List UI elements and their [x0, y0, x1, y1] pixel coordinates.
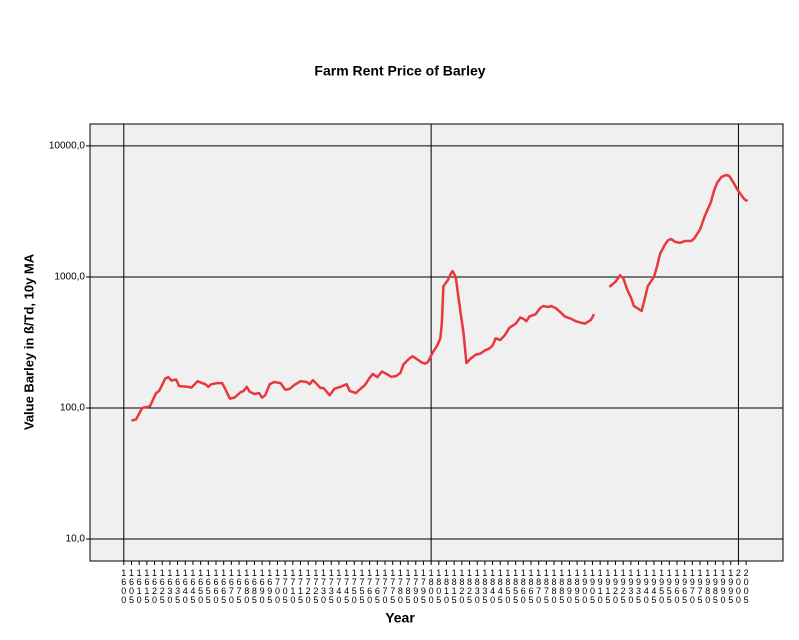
x-tick-label: 1840 — [487, 568, 498, 604]
x-tick-label: 1700 — [272, 568, 283, 604]
x-tick-label: 1815 — [449, 568, 460, 604]
x-tick-label: 1935 — [633, 568, 644, 604]
x-tick-label: 1820 — [456, 568, 467, 604]
x-tick-label: 1610 — [134, 568, 145, 604]
x-tick-label: 1880 — [549, 568, 560, 604]
x-tick-label: 1775 — [387, 568, 398, 604]
x-tick-label: 1760 — [364, 568, 375, 604]
x-tick-label: 1855 — [510, 568, 521, 604]
x-tick-label: 1920 — [610, 568, 621, 604]
x-tick-label: 1660 — [211, 568, 221, 604]
x-tick-label: 1895 — [572, 568, 583, 604]
y-tick-label: 1000,0 — [54, 272, 85, 283]
y-axis-label: Value Barley in ß/Td, 10y MA — [21, 253, 36, 430]
x-tick-label: 1945 — [648, 568, 659, 604]
x-tick-label: 1950 — [656, 568, 667, 604]
x-tick-label: 1755 — [356, 568, 367, 604]
x-tick-label: 1635 — [172, 568, 183, 604]
x-tick-label: 1850 — [502, 568, 513, 604]
x-tick-label: 1725 — [310, 568, 321, 604]
plot-area — [89, 123, 784, 562]
x-tick-label: 1720 — [303, 568, 314, 604]
x-tick-label: 1960 — [671, 568, 682, 604]
x-tick-label: 1915 — [602, 568, 613, 604]
x-tick-label: 1645 — [187, 568, 198, 604]
x-tick-label: 1885 — [556, 568, 567, 604]
x-tick-label: 1910 — [595, 568, 606, 604]
x-tick-label: 1845 — [495, 568, 506, 604]
x-tick-label: 1875 — [541, 568, 552, 604]
x-tick-label: 1830 — [472, 568, 483, 604]
x-tick-label: 1900 — [579, 568, 590, 604]
x-tick-label: 1795 — [418, 568, 429, 604]
x-tick-label: 1765 — [372, 568, 383, 604]
x-tick-label: 1785 — [403, 568, 414, 604]
x-tick-label: 1630 — [164, 568, 175, 604]
x-tick-label: 1975 — [695, 568, 706, 604]
x-tick-label: 1980 — [702, 568, 713, 604]
x-tick-label: 1710 — [287, 568, 298, 604]
y-tick-label: 10,0 — [66, 534, 86, 545]
x-tick-label: 1780 — [395, 568, 406, 604]
x-tick-label: 1740 — [333, 568, 344, 604]
x-tick-label: 1640 — [180, 568, 191, 604]
x-tick-label: 1670 — [226, 568, 237, 604]
y-tick-label: 100,0 — [60, 403, 85, 414]
x-tick-label: 1620 — [149, 568, 160, 604]
data-line — [131, 173, 749, 422]
x-tick-label: 1790 — [410, 568, 421, 604]
x-tick-label: 1905 — [587, 568, 598, 604]
x-tick-label: 1990 — [718, 568, 729, 604]
x-tick-label: 1770 — [380, 568, 391, 604]
x-tick-label: 1695 — [264, 568, 275, 604]
x-tick-label: 1965 — [679, 568, 690, 604]
x-tick-label: 1615 — [141, 568, 152, 604]
x-tick-label: 1835 — [479, 568, 490, 604]
x-tick-label: 1930 — [625, 568, 636, 604]
x-tick-label: 1650 — [195, 568, 206, 604]
x-tick-label: 1870 — [533, 568, 544, 604]
x-tick-label: 1955 — [664, 568, 675, 604]
x-tick-label: 1970 — [687, 568, 698, 604]
x-tick-label: 1680 — [241, 568, 252, 604]
x-tick-label: 1810 — [441, 568, 452, 604]
x-tick-label: 1655 — [203, 568, 214, 604]
x-tick-label: 1940 — [641, 568, 652, 604]
x-tick-label: 2005 — [741, 568, 752, 604]
x-tick-label: 1750 — [349, 568, 360, 604]
y-tick-label: 10000,0 — [49, 141, 86, 152]
x-tick-label: 1665 — [218, 568, 229, 604]
x-tick-label: 1800 — [426, 568, 437, 604]
x-tick-label: 1685 — [249, 568, 260, 604]
x-tick-label: 1605 — [126, 568, 137, 604]
x-tick-label: 1705 — [280, 568, 291, 604]
x-tick-label: 1985 — [710, 568, 721, 604]
x-tick-label: 2000 — [733, 568, 744, 604]
x-tick-label: 1860 — [518, 568, 529, 604]
chart-title: Farm Rent Price of Barley — [314, 63, 485, 79]
x-tick-label: 1675 — [234, 568, 245, 604]
x-tick-label: 1745 — [341, 568, 352, 604]
x-tick-label: 1865 — [526, 568, 536, 604]
x-tick-label: 1805 — [433, 568, 444, 604]
x-tick-label: 1735 — [326, 568, 337, 604]
x-tick-label: 1715 — [295, 568, 306, 604]
x-tick-label: 1625 — [157, 568, 168, 604]
x-axis-label: Year — [385, 610, 415, 626]
x-tick-label: 1890 — [564, 568, 575, 604]
x-tick-label: 1925 — [618, 568, 629, 604]
x-tick-label: 1825 — [464, 568, 475, 604]
x-tick-label: 1690 — [257, 568, 268, 604]
x-tick-label: 1995 — [725, 568, 736, 604]
x-tick-label: 1730 — [318, 568, 329, 604]
x-tick-label: 1600 — [118, 568, 129, 604]
